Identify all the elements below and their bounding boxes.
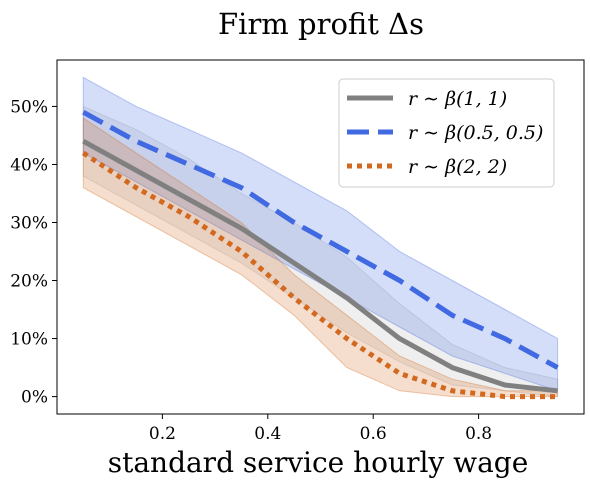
y-tick-label: 20% (10, 272, 48, 292)
x-tick-label: 0.6 (360, 424, 387, 444)
series-band-1 (82, 105, 559, 398)
x-tick-label: 0.8 (465, 424, 492, 444)
series-line-1 (82, 139, 558, 394)
chart-title: Firm profit Δs (218, 7, 424, 41)
legend-label-2: r ∼ β(0.5, 0.5) (408, 122, 543, 144)
y-tick-label: 30% (10, 213, 48, 233)
plot-frame (56, 59, 585, 415)
x-tick-label: 0.2 (149, 424, 176, 444)
y-tick-label: 40% (10, 155, 48, 175)
legend-label-3: r ∼ β(2, 2) (408, 156, 507, 178)
y-tick-label: 0% (21, 388, 48, 408)
y-axis-ticks: 0% 10% 20% 30% 40% 50% (10, 97, 57, 408)
series-lines (81, 110, 559, 400)
x-axis-label: standard service hourly wage (108, 446, 529, 479)
x-tick-label: 0.4 (254, 424, 281, 444)
series-line-2 (82, 110, 559, 370)
y-tick-label: 50% (10, 97, 48, 117)
legend-box (338, 78, 555, 188)
y-tick-label: 10% (10, 330, 48, 350)
legend-label-1: r ∼ β(1, 1) (408, 88, 507, 110)
series-line-3 (81, 150, 558, 400)
x-axis-ticks: 0.2 0.4 0.6 0.8 (149, 414, 492, 444)
legend: r ∼ β(1, 1) r ∼ β(0.5, 0.5) r ∼ β(2, 2) (338, 78, 555, 188)
